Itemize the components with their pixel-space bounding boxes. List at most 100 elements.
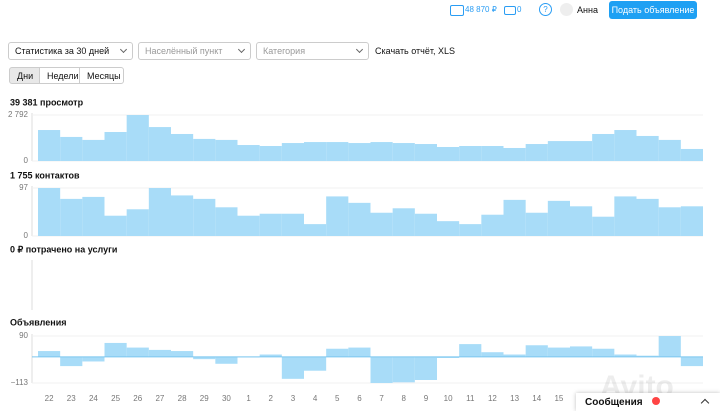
bar [237, 215, 260, 236]
bar [459, 224, 482, 236]
bar [636, 355, 659, 357]
x-tick-label: 27 [155, 394, 164, 403]
x-tick-label: 29 [200, 394, 209, 403]
help[interactable]: ? [539, 3, 552, 16]
y-tick-label: −113 [11, 378, 29, 387]
bar [680, 148, 703, 161]
balance[interactable]: 48 870 ₽ [465, 5, 497, 14]
bar [680, 206, 703, 236]
x-tick-label: 3 [291, 394, 296, 403]
avatar[interactable] [560, 3, 573, 16]
y-tick-label: 97 [19, 183, 28, 192]
bar [193, 138, 216, 161]
bar [193, 198, 216, 236]
x-tick-label: 12 [488, 394, 497, 403]
bar [148, 188, 171, 236]
bar [171, 133, 194, 161]
bar [437, 221, 460, 236]
bar [481, 146, 504, 161]
bar [148, 349, 171, 357]
period-select[interactable]: Статистика за 30 дней [8, 42, 133, 60]
messages-widget[interactable]: Сообщения [576, 393, 720, 411]
bar [237, 145, 260, 161]
bar [503, 199, 526, 236]
bonus[interactable]: 0 [517, 5, 522, 14]
x-tick-label: 6 [357, 394, 362, 403]
bar [126, 115, 149, 161]
messages-label: Сообщения [585, 397, 643, 408]
wallet-icon [450, 5, 464, 16]
bar [370, 212, 393, 236]
x-tick-label: 22 [45, 394, 54, 403]
bar [348, 202, 371, 236]
bar [392, 143, 415, 161]
location-select[interactable]: Населённый пункт [138, 42, 251, 60]
user-name[interactable]: Анна [577, 5, 598, 15]
bar [82, 196, 105, 236]
x-tick-label: 10 [444, 394, 453, 403]
bar [370, 356, 393, 383]
x-tick-label: 2 [269, 394, 274, 403]
bar [547, 141, 570, 161]
bar [304, 142, 327, 161]
bar [614, 354, 637, 357]
chart-title: 1 755 контактов [10, 170, 80, 180]
bar [326, 196, 349, 236]
x-tick-label: 4 [313, 394, 318, 403]
bar [614, 130, 637, 161]
bar [38, 130, 61, 161]
chart-title: Объявления [10, 317, 67, 327]
chart-title: 0 ₽ потрачено на услуги [10, 244, 117, 254]
bar [570, 346, 593, 357]
bar [370, 142, 393, 161]
bar [636, 198, 659, 236]
x-tick-label: 23 [67, 394, 76, 403]
bonus-icon [504, 6, 516, 15]
bar [281, 213, 304, 236]
x-tick-label: 14 [532, 394, 541, 403]
bar [82, 356, 105, 362]
category-select[interactable]: Категория [256, 42, 369, 60]
post-ad-button[interactable]: Подать объявление [609, 1, 697, 19]
bar [304, 224, 327, 236]
chevron [700, 398, 710, 408]
bar [592, 216, 615, 236]
bar [658, 207, 681, 236]
bar [193, 356, 216, 360]
y-tick-label: 0 [24, 156, 29, 165]
bar [414, 144, 437, 161]
bar [348, 143, 371, 161]
x-tick-label: 7 [379, 394, 384, 403]
bar [547, 347, 570, 357]
bar [281, 356, 304, 379]
bar [680, 356, 703, 367]
bar [437, 356, 460, 358]
bar [38, 351, 61, 357]
bar [348, 347, 371, 357]
bar [148, 127, 171, 161]
bar [126, 347, 149, 357]
bar [60, 198, 83, 236]
bar [459, 146, 482, 161]
x-tick-label: 25 [111, 394, 120, 403]
bar [60, 136, 83, 161]
bar [104, 215, 127, 236]
x-tick-label: 26 [133, 394, 142, 403]
x-tick-label: 11 [466, 394, 475, 403]
bar [481, 352, 504, 357]
bar [259, 146, 282, 161]
bar [437, 146, 460, 161]
bar [215, 356, 238, 364]
x-tick-label: 5 [335, 394, 340, 403]
y-tick-label: 2 792 [8, 110, 29, 119]
bar [259, 213, 282, 236]
y-tick-label: 90 [19, 331, 28, 340]
download-link[interactable]: Скачать отчёт, XLS [375, 46, 456, 56]
bar [592, 133, 615, 161]
bar [60, 356, 83, 367]
bar [259, 354, 282, 357]
tab[interactable]: Месяцы [79, 67, 124, 84]
bar [104, 342, 127, 357]
chart-title: 39 381 просмотр [10, 97, 84, 107]
